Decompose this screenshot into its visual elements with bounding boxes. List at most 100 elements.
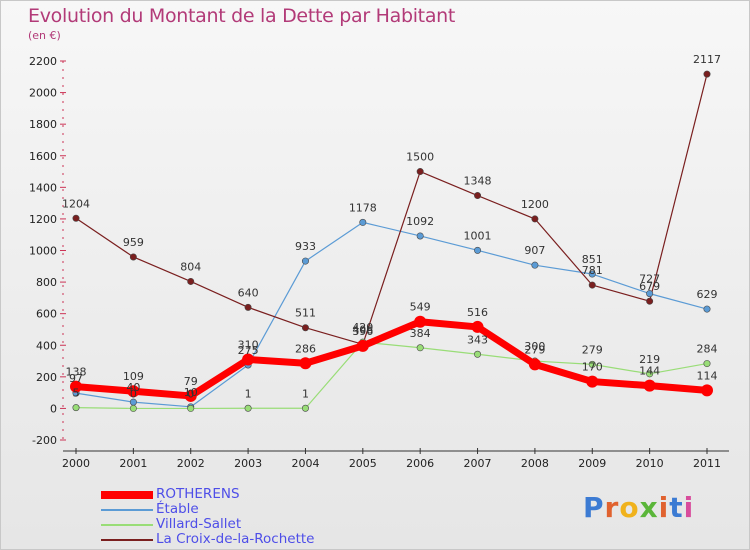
data-label: 138 xyxy=(66,366,87,379)
data-point xyxy=(646,297,654,305)
data-label: 907 xyxy=(524,244,545,257)
data-label: 0 xyxy=(130,387,137,400)
data-point xyxy=(301,257,309,265)
data-label: 933 xyxy=(295,240,316,253)
legend-swatch xyxy=(101,524,153,526)
data-label: 1092 xyxy=(406,215,434,228)
x-tick-label: 2010 xyxy=(636,457,664,470)
data-label: 170 xyxy=(582,361,603,374)
y-tick-label: 1200 xyxy=(29,213,57,226)
data-point xyxy=(70,380,82,393)
data-point xyxy=(129,253,137,261)
data-label: 851 xyxy=(582,253,603,266)
x-tick-label: 2005 xyxy=(349,457,377,470)
legend: ROTHERENS Étable Villard-Sallet La Croix-de… xyxy=(101,487,315,547)
data-label: 384 xyxy=(410,327,431,340)
series-line xyxy=(75,221,708,408)
data-label: 109 xyxy=(123,370,144,383)
data-label: 1500 xyxy=(406,151,434,164)
data-point xyxy=(701,384,713,397)
y-tick-label: 1600 xyxy=(29,150,57,163)
data-label: 2117 xyxy=(693,53,721,66)
data-label: 300 xyxy=(524,340,545,353)
data-point xyxy=(474,246,482,254)
axes: -200020040060080010001200140016001800200… xyxy=(29,55,729,470)
data-point xyxy=(299,357,312,370)
legend-swatch xyxy=(101,509,153,511)
series-line xyxy=(75,341,708,410)
legend-swatch xyxy=(101,539,153,541)
data-point xyxy=(528,358,541,371)
legend-label: La Croix-de-la-Rochette xyxy=(156,531,315,547)
data-label: 959 xyxy=(123,236,144,249)
brand-letter: i xyxy=(683,491,695,524)
data-point xyxy=(187,277,195,285)
brand-letter: o xyxy=(619,491,640,524)
data-label: 1178 xyxy=(349,201,377,214)
x-tick-label: 2006 xyxy=(406,457,434,470)
legend-label: Villard-Sallet xyxy=(156,516,242,532)
data-point xyxy=(643,379,656,392)
legend-item: Étable xyxy=(101,502,315,517)
data-point xyxy=(588,281,596,289)
data-point xyxy=(703,70,711,78)
data-label: 1200 xyxy=(521,198,549,211)
data-point xyxy=(187,404,195,412)
y-tick-label: 800 xyxy=(36,276,57,289)
data-label: 97 xyxy=(69,372,83,385)
data-label: 511 xyxy=(295,307,316,320)
legend-label: Étable xyxy=(156,501,199,517)
data-point xyxy=(72,214,80,222)
data-label: 1348 xyxy=(464,175,492,188)
data-point xyxy=(129,404,137,412)
data-label: 727 xyxy=(639,273,660,286)
x-tick-label: 2007 xyxy=(464,457,492,470)
data-label: 284 xyxy=(697,343,718,356)
data-label: 279 xyxy=(582,343,603,356)
data-label: 640 xyxy=(238,286,259,299)
data-point xyxy=(471,320,484,333)
data-label: 5 xyxy=(73,387,80,400)
y-tick-label: 1400 xyxy=(29,181,57,194)
x-tick-label: 2003 xyxy=(234,457,262,470)
data-point xyxy=(586,375,599,388)
legend-label: ROTHERENS xyxy=(156,486,240,502)
data-point xyxy=(301,324,309,332)
data-label: 286 xyxy=(295,342,316,355)
data-label: 343 xyxy=(467,333,488,346)
legend-swatch xyxy=(101,491,153,499)
data-label: 1 xyxy=(302,387,309,400)
data-label: 79 xyxy=(184,375,198,388)
data-label: 679 xyxy=(639,280,660,293)
data-point xyxy=(301,404,309,412)
data-point xyxy=(244,303,252,311)
y-tick-label: 200 xyxy=(36,371,57,384)
data-label: 114 xyxy=(697,369,718,382)
data-label: 0 xyxy=(187,387,194,400)
x-tick-label: 2009 xyxy=(578,457,606,470)
y-tick-label: 0 xyxy=(50,402,57,415)
data-point xyxy=(703,360,711,368)
data-point xyxy=(244,404,252,412)
data-point xyxy=(646,290,654,298)
x-tick-label: 2002 xyxy=(177,457,205,470)
data-label: 1204 xyxy=(62,197,90,210)
chart-title: Evolution du Montant de la Dette par Hab… xyxy=(28,5,456,27)
data-point xyxy=(72,404,80,412)
data-point xyxy=(474,350,482,358)
series-line xyxy=(75,73,708,345)
data-label: 516 xyxy=(467,306,488,319)
data-label: 396 xyxy=(352,325,373,338)
data-label: 1 xyxy=(245,387,252,400)
chart-subtitle: (en €) xyxy=(28,29,61,42)
data-point xyxy=(531,215,539,223)
y-tick-label: -200 xyxy=(32,434,57,447)
x-tick-label: 2000 xyxy=(62,457,90,470)
y-tick-label: 2000 xyxy=(29,87,57,100)
legend-item: ROTHERENS xyxy=(101,487,315,502)
data-point xyxy=(414,315,427,328)
data-label: 219 xyxy=(639,353,660,366)
data-point xyxy=(184,389,197,402)
